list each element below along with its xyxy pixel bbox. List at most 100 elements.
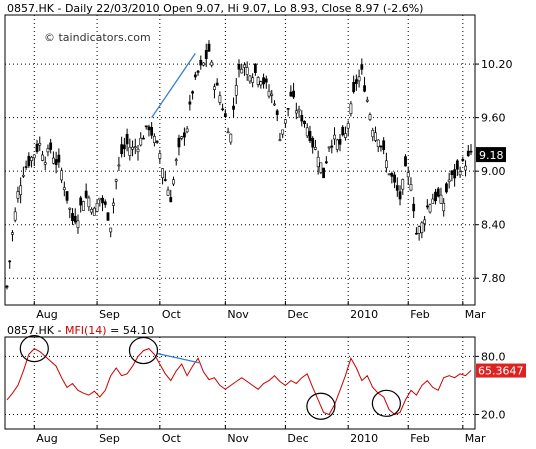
candle-body xyxy=(346,122,350,129)
price-candle xyxy=(311,136,315,154)
candle-body xyxy=(237,64,241,70)
price-candle xyxy=(46,144,50,157)
candle-body xyxy=(166,189,170,196)
price-candle xyxy=(319,162,323,175)
candle-body xyxy=(455,160,459,170)
mfi-y-ticks: 20.0 80.0 xyxy=(475,350,506,421)
candle-body xyxy=(24,166,28,168)
price-candle xyxy=(415,227,418,235)
candle-body xyxy=(232,105,235,110)
price-candle xyxy=(237,59,241,78)
price-candle xyxy=(305,123,309,138)
candle-body xyxy=(256,77,260,85)
price-candle xyxy=(213,83,216,99)
price-candle xyxy=(161,167,164,185)
price-panel: 7.80 8.40 9.00 9.60 10.20 Aug Sep Oct Nov Dec 201… xyxy=(4,2,513,321)
mfi-extreme-circle xyxy=(371,389,401,417)
price-candle xyxy=(390,171,394,184)
candle-body xyxy=(409,184,413,191)
mfi-x-tick-label: Oct xyxy=(162,432,182,445)
price-candle xyxy=(103,199,107,208)
candle-body xyxy=(8,260,12,263)
price-candle xyxy=(122,137,126,158)
candle-body xyxy=(144,125,148,128)
price-y-tick-label: 10.20 xyxy=(481,58,513,71)
price-candle xyxy=(303,120,306,128)
candle-body xyxy=(117,164,121,167)
price-candle xyxy=(65,191,69,204)
candle-body xyxy=(136,148,140,153)
price-candle xyxy=(101,195,104,212)
price-candle xyxy=(95,199,99,213)
candle-body xyxy=(103,201,107,205)
candle-body xyxy=(35,143,39,152)
price-panel-frame xyxy=(4,14,476,306)
price-candle xyxy=(245,61,249,81)
candle-body xyxy=(330,145,334,148)
price-candle xyxy=(371,127,375,142)
price-candle xyxy=(423,216,426,232)
price-candle xyxy=(453,163,457,187)
price-candle xyxy=(281,129,285,139)
candle-body xyxy=(155,140,159,143)
price-x-tick-label: Feb xyxy=(410,308,429,321)
price-candle xyxy=(24,160,28,171)
candle-body xyxy=(458,171,462,176)
price-candle xyxy=(232,97,235,118)
candle-body xyxy=(365,99,369,102)
candle-body xyxy=(308,131,312,142)
candle-body xyxy=(461,158,465,161)
price-candle xyxy=(393,171,396,189)
price-candle xyxy=(180,135,184,141)
candle-body xyxy=(406,172,410,178)
mfi-title-value: = 54.10 xyxy=(107,324,155,337)
price-candle xyxy=(218,91,222,106)
price-candle xyxy=(144,125,148,130)
price-candle xyxy=(455,159,459,176)
candle-body xyxy=(278,139,282,142)
candle-body xyxy=(62,187,66,190)
price-candle xyxy=(357,69,361,88)
price-candle xyxy=(71,208,74,225)
candle-body xyxy=(43,162,47,165)
price-candle xyxy=(32,154,36,167)
price-candle xyxy=(98,197,102,207)
price-candle xyxy=(278,132,282,142)
price-candle xyxy=(73,208,77,225)
candle-body xyxy=(270,93,274,96)
price-candle xyxy=(368,112,372,122)
mfi-last-label: 65.3647 xyxy=(476,363,526,378)
candle-body xyxy=(292,90,295,98)
mfi-x-tick-label: Nov xyxy=(227,432,249,445)
candle-body xyxy=(128,146,132,156)
price-candle xyxy=(87,195,91,212)
price-candle xyxy=(174,157,178,166)
price-candle xyxy=(82,200,85,211)
candle-body xyxy=(447,179,451,182)
candle-body xyxy=(101,197,104,204)
price-candle xyxy=(286,108,290,117)
price-candle xyxy=(409,177,413,192)
candle-body xyxy=(114,179,118,182)
price-candle xyxy=(464,160,467,177)
price-candle xyxy=(466,144,470,157)
candle-body xyxy=(21,174,25,177)
candle-body xyxy=(210,61,214,66)
price-candle xyxy=(270,89,274,104)
mfi-panel-frame xyxy=(4,336,476,430)
price-candle xyxy=(382,137,386,155)
price-candle xyxy=(54,151,58,174)
candle-body xyxy=(382,140,386,150)
price-candle xyxy=(136,145,140,161)
price-candle xyxy=(109,227,113,238)
price-candle xyxy=(210,59,214,68)
mfi-trendline-segment xyxy=(156,352,201,364)
price-x-tick-label: Dec xyxy=(287,308,308,321)
price-candle xyxy=(21,166,25,178)
candle-body xyxy=(16,191,20,199)
price-candle xyxy=(439,187,443,204)
price-x-tick-label: Mar xyxy=(465,308,486,321)
price-candle xyxy=(398,185,402,206)
candle-body xyxy=(180,136,184,139)
price-candle xyxy=(11,230,14,242)
